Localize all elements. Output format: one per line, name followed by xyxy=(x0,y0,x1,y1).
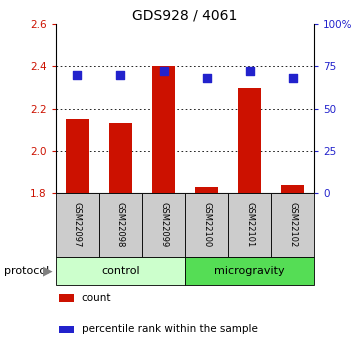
Title: GDS928 / 4061: GDS928 / 4061 xyxy=(132,9,238,23)
Bar xyxy=(281,185,304,193)
Bar xyxy=(238,88,261,193)
Text: microgravity: microgravity xyxy=(214,266,285,276)
Bar xyxy=(58,294,74,302)
Text: GSM22101: GSM22101 xyxy=(245,203,254,248)
Bar xyxy=(99,193,142,257)
Bar xyxy=(109,124,132,193)
Bar xyxy=(195,187,218,193)
Bar xyxy=(58,326,74,333)
Bar xyxy=(185,257,314,285)
Text: GSM22098: GSM22098 xyxy=(116,203,125,248)
Point xyxy=(75,72,81,78)
Text: protocol: protocol xyxy=(4,266,49,276)
Text: ▶: ▶ xyxy=(43,264,52,277)
Point xyxy=(204,76,209,81)
Point xyxy=(247,69,252,74)
Text: count: count xyxy=(82,293,111,303)
Bar xyxy=(271,193,314,257)
Text: percentile rank within the sample: percentile rank within the sample xyxy=(82,324,258,334)
Bar xyxy=(66,119,89,193)
Text: control: control xyxy=(101,266,140,276)
Point xyxy=(290,76,295,81)
Point xyxy=(161,69,166,74)
Bar xyxy=(56,257,185,285)
Bar xyxy=(228,193,271,257)
Text: GSM22102: GSM22102 xyxy=(288,203,297,248)
Bar xyxy=(56,193,99,257)
Text: GSM22099: GSM22099 xyxy=(159,203,168,248)
Text: GSM22097: GSM22097 xyxy=(73,203,82,248)
Bar xyxy=(152,66,175,193)
Bar xyxy=(185,193,228,257)
Bar xyxy=(142,193,185,257)
Text: GSM22100: GSM22100 xyxy=(202,203,211,248)
Point xyxy=(118,72,123,78)
